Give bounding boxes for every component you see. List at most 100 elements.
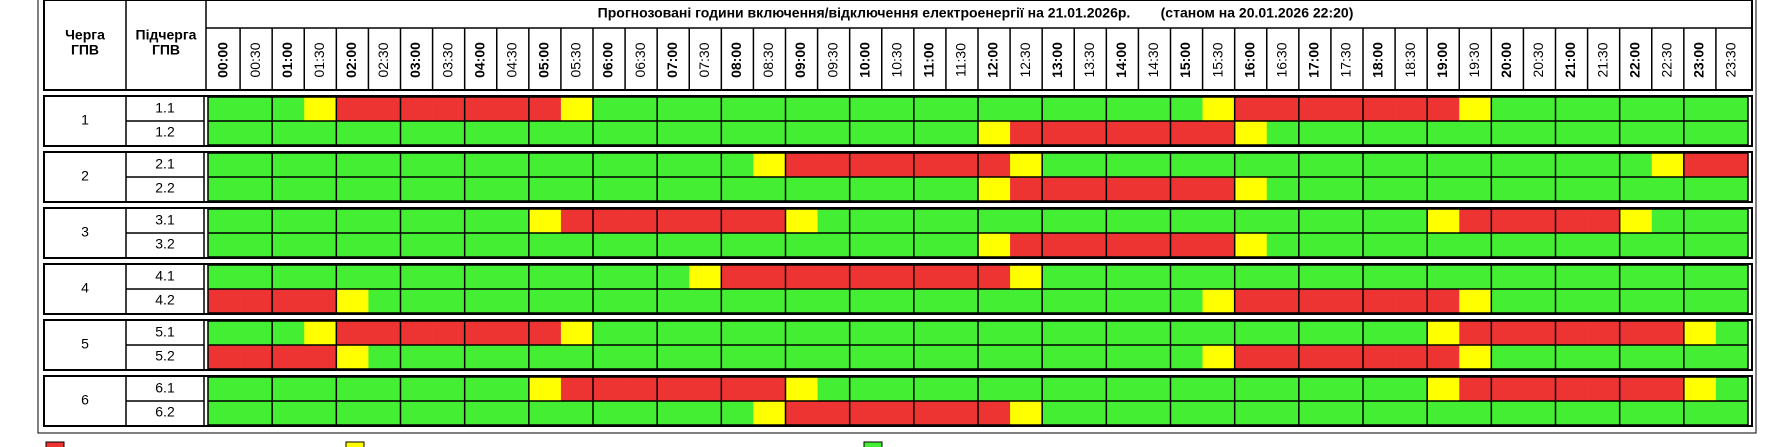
slot-cell [400, 233, 433, 257]
slot-cell [560, 121, 594, 145]
slot-cell [1298, 377, 1332, 401]
slot-cell [721, 209, 754, 233]
slot-cell [881, 153, 915, 177]
slot-cell [272, 97, 305, 121]
slot-cell [1298, 121, 1332, 145]
slot-cell [1651, 177, 1685, 201]
time-label: 11:30 [953, 43, 969, 77]
slot-cell [1266, 177, 1300, 201]
slot-cell [1106, 265, 1139, 289]
slot-cell [368, 377, 401, 401]
slot-cell [1138, 97, 1171, 121]
slot-cell [625, 97, 658, 121]
slot-cell [1619, 377, 1653, 401]
slot-cell [1170, 177, 1203, 201]
slot-cell [1170, 321, 1203, 345]
slot-cell [1427, 209, 1460, 233]
slot-cell [625, 377, 658, 401]
slot-cell [913, 153, 947, 177]
slot-cell [1395, 377, 1428, 401]
slot-cell [1042, 233, 1075, 257]
slot-cell [336, 153, 369, 177]
time-label: 16:30 [1273, 42, 1289, 77]
slot-cell [1491, 265, 1524, 289]
slot-cell [528, 345, 562, 369]
slot-cell [1266, 97, 1300, 121]
slot-cell [913, 377, 947, 401]
slot-cell [304, 233, 337, 257]
slot-cell [528, 401, 562, 425]
slot-cell [464, 265, 498, 289]
slot-cell [1234, 345, 1268, 369]
slot-cell [785, 97, 818, 121]
slot-cell [721, 233, 754, 257]
time-label: 18:30 [1402, 42, 1418, 77]
slot-cell [881, 209, 915, 233]
slot-cell [1106, 321, 1139, 345]
slot-cell [560, 265, 594, 289]
slot-cell [1715, 345, 1749, 369]
slot-cell [817, 177, 850, 201]
slot-cell [1298, 177, 1332, 201]
time-label: 09:00 [792, 42, 808, 78]
slot-cell [881, 97, 915, 121]
slot-cell [208, 233, 241, 257]
slot-cell [849, 321, 883, 345]
slot-cell [1202, 401, 1235, 425]
slot-cell [1619, 345, 1653, 369]
slot-cell [432, 265, 465, 289]
slot-cell [336, 345, 369, 369]
slot-cell [1298, 321, 1332, 345]
slot-cell [560, 209, 594, 233]
slot-cell [496, 233, 530, 257]
slot-cell [1651, 289, 1685, 313]
slot-cell [978, 401, 1011, 425]
slot-cell [881, 289, 915, 313]
slot-cell [1298, 345, 1332, 369]
slot-cell [945, 97, 979, 121]
slot-cell [1523, 265, 1556, 289]
slot-cell [1459, 321, 1492, 345]
slot-cell [560, 377, 594, 401]
slot-cell [1074, 377, 1107, 401]
slot-cell [689, 233, 722, 257]
slot-cell [1395, 153, 1428, 177]
slot-cell [208, 377, 241, 401]
legend-swatch [863, 441, 883, 447]
time-label: 20:30 [1530, 42, 1546, 77]
slot-cell [1106, 97, 1139, 121]
slot-cell [208, 121, 241, 145]
slot-cell [1555, 97, 1588, 121]
slot-cell [1202, 97, 1235, 121]
slot-cell [528, 265, 562, 289]
slot-cell [1491, 209, 1524, 233]
time-label: 06:00 [600, 42, 616, 78]
slot-cell [496, 177, 530, 201]
slot-cell [240, 321, 273, 345]
slot-cell [657, 209, 690, 233]
slot-cell [1619, 177, 1653, 201]
slot-cell [528, 209, 562, 233]
slot-cell [1298, 233, 1332, 257]
slot-cell [464, 345, 498, 369]
slot-cell [1587, 177, 1620, 201]
time-label: 04:00 [471, 42, 487, 78]
slot-cell [1106, 209, 1139, 233]
slot-cell [400, 209, 433, 233]
slot-cell [1106, 233, 1139, 257]
slot-cell [1170, 153, 1203, 177]
slot-cell [1042, 345, 1075, 369]
slot-cell [432, 97, 465, 121]
slot-cell [1683, 401, 1717, 425]
slot-cell [1042, 321, 1075, 345]
status: (станом на 20.01.2026 22:20) [1161, 5, 1354, 21]
slot-cell [1459, 401, 1492, 425]
slot-cell [721, 289, 754, 313]
slot-cell [1298, 97, 1332, 121]
slot-cell [689, 289, 722, 313]
slot-cell [978, 121, 1011, 145]
slot-cell [1010, 401, 1043, 425]
slot-cell [464, 153, 498, 177]
slot-cell [1363, 121, 1396, 145]
slot-cell [304, 177, 337, 201]
